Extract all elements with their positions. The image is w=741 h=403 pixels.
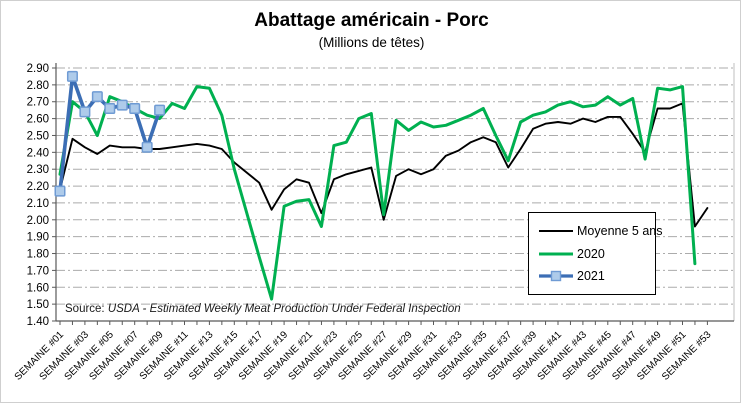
legend-item-2021: 2021: [538, 265, 651, 287]
svg-text:2.80: 2.80: [27, 80, 49, 92]
svg-text:2.40: 2.40: [27, 147, 49, 159]
source-note: Source: USDA - Estimated Weekly Meat Pro…: [65, 303, 461, 315]
legend-line-swatch-icon: [539, 252, 573, 255]
source-text: USDA - Estimated Weekly Meat Production …: [107, 303, 461, 315]
legend-label: 2021: [577, 269, 605, 283]
legend: Moyenne 5 ans 2020 2021: [528, 212, 662, 295]
legend-item-moyenne-5-ans: Moyenne 5 ans: [538, 220, 662, 242]
legend-label: 2020: [577, 246, 605, 261]
svg-text:2.70: 2.70: [27, 97, 49, 109]
source-prefix: Source:: [65, 303, 108, 315]
svg-text:2.10: 2.10: [27, 198, 49, 210]
svg-text:1.80: 1.80: [27, 249, 49, 261]
chart-subtitle: (Millions de têtes): [318, 35, 425, 50]
svg-text:1.90: 1.90: [27, 232, 49, 244]
svg-text:2.90: 2.90: [27, 63, 49, 75]
svg-text:1.50: 1.50: [27, 299, 49, 311]
legend-item-2020: 2020: [538, 243, 651, 265]
chart-title: Abattage américain - Porc: [254, 10, 489, 31]
svg-text:2.00: 2.00: [27, 215, 49, 227]
svg-text:2.20: 2.20: [27, 181, 49, 193]
svg-text:1.70: 1.70: [27, 265, 49, 277]
svg-text:2.30: 2.30: [27, 164, 49, 176]
svg-text:1.60: 1.60: [27, 282, 49, 294]
legend-label: Moyenne 5 ans: [577, 224, 663, 238]
svg-text:1.40: 1.40: [27, 316, 49, 328]
svg-text:2.50: 2.50: [27, 130, 49, 142]
legend-line-swatch-icon: [539, 230, 573, 232]
svg-text:2.60: 2.60: [27, 114, 49, 126]
legend-line-swatch-icon: [539, 270, 573, 282]
